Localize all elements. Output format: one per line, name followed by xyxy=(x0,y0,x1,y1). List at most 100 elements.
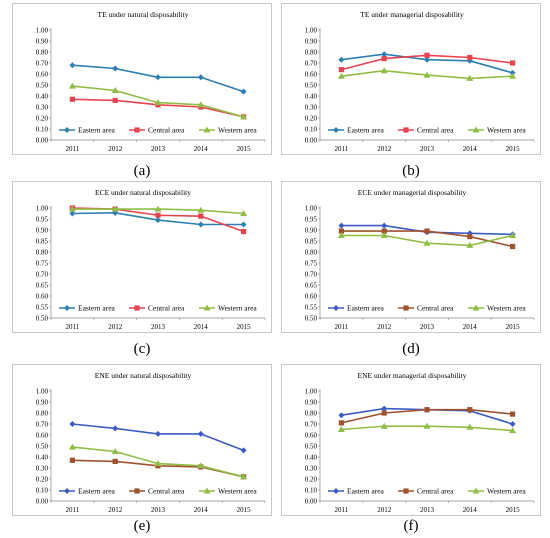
data-point xyxy=(69,96,75,102)
data-point xyxy=(112,209,119,216)
x-tick-label: 2014 xyxy=(194,323,209,331)
legend-label: Western area xyxy=(487,487,526,496)
data-point xyxy=(240,221,247,228)
x-tick-label: 2015 xyxy=(506,145,520,153)
x-tick-label: 2012 xyxy=(108,506,123,514)
series-central-area xyxy=(338,407,516,426)
legend-entry: Central area xyxy=(129,487,185,496)
series-central-area xyxy=(338,228,516,250)
legend-marker xyxy=(403,488,409,494)
x-tick-label: 2015 xyxy=(237,145,252,153)
y-tick-label: 0.75 xyxy=(36,259,49,267)
y-tick-label: 0.30 xyxy=(305,103,318,111)
y-tick-label: 0.00 xyxy=(36,497,49,505)
x-tick-label: 2014 xyxy=(463,506,478,514)
data-point xyxy=(509,232,517,238)
y-tick-label: 0.60 xyxy=(305,70,318,78)
legend-marker xyxy=(134,127,140,133)
data-point xyxy=(424,56,430,63)
series-central-area xyxy=(338,52,516,73)
legend-label: Western area xyxy=(487,304,526,313)
x-tick-label: 2011 xyxy=(66,323,80,331)
data-point xyxy=(197,101,205,108)
chart-f: ENE under managerial disposability 0.00 0.… xyxy=(305,371,535,514)
x-tick-label: 2012 xyxy=(108,323,123,331)
series-western-area xyxy=(68,82,248,120)
y-tick-label: 0.65 xyxy=(36,281,49,289)
data-point xyxy=(155,430,161,437)
y-tick-label: 0.80 xyxy=(36,48,49,56)
y-tick-label: 0.95 xyxy=(305,215,318,223)
y-tick-label: 0.60 xyxy=(36,70,49,78)
y-tick-label: 0.40 xyxy=(305,453,318,461)
data-point xyxy=(338,228,344,234)
legend-label: Western area xyxy=(487,126,526,135)
data-point xyxy=(338,67,344,73)
legend-label: Eastern area xyxy=(78,126,116,135)
legend-marker xyxy=(203,126,211,133)
legend-marker xyxy=(203,304,211,311)
series-western-area xyxy=(337,232,517,248)
y-tick-label: 0.55 xyxy=(305,303,318,311)
data-point xyxy=(466,423,474,430)
legend-label: Central area xyxy=(417,304,454,313)
data-point xyxy=(69,62,76,69)
data-point xyxy=(424,52,430,58)
legend-label: Western area xyxy=(218,126,257,135)
y-tick-label: 0.65 xyxy=(305,281,318,289)
y-tick-label: 0.70 xyxy=(36,270,49,278)
y-tick-label: 0.10 xyxy=(305,125,318,133)
legend-entry: Central area xyxy=(398,126,454,135)
y-tick-label: 0.60 xyxy=(36,292,49,300)
data-point xyxy=(424,228,430,234)
data-point xyxy=(337,232,345,238)
y-tick-label: 0.55 xyxy=(36,303,49,311)
y-tick-label: 0.30 xyxy=(36,103,49,111)
data-point xyxy=(380,422,388,429)
data-point xyxy=(423,239,431,246)
y-tick-label: 1.00 xyxy=(305,387,318,395)
data-point xyxy=(337,426,345,432)
data-point xyxy=(467,54,473,61)
x-tick-label: 2013 xyxy=(151,323,166,331)
series-eastern-area xyxy=(69,62,247,95)
legend-entry: Eastern area xyxy=(59,126,116,135)
y-tick-label: 0.00 xyxy=(305,497,318,505)
y-tick-label: 0.70 xyxy=(305,270,318,278)
chart-b: TE under managerial disposability 0.00 0.1… xyxy=(305,10,535,153)
legend-label: Western area xyxy=(218,487,257,496)
legend-entry: Eastern area xyxy=(328,304,385,313)
y-tick-label: 0.20 xyxy=(305,475,318,483)
data-point xyxy=(510,60,516,66)
legend-label: Western area xyxy=(218,304,257,313)
panel-letter-b: (b) xyxy=(402,163,420,179)
y-tick-label: 1.00 xyxy=(305,26,318,34)
y-tick-label: 0.90 xyxy=(36,398,49,406)
legend-marker xyxy=(64,127,70,133)
data-point xyxy=(112,65,119,72)
series-eastern-area xyxy=(69,209,247,228)
legend-marker xyxy=(64,488,70,494)
y-tick-label: 0.40 xyxy=(305,92,318,100)
legend-label: Eastern area xyxy=(347,487,385,496)
chart-c: ECE under natural disposability 0.50 0.55 0… xyxy=(36,188,266,331)
legend-entry: Western area xyxy=(468,304,526,313)
chart-a: TE under natural disposability 0.00 0.10 0.… xyxy=(36,10,266,153)
y-tick-label: 0.95 xyxy=(36,215,49,223)
data-point xyxy=(509,421,516,427)
chart-title: TE under managerial disposability xyxy=(360,10,464,19)
data-point xyxy=(154,99,162,106)
data-point xyxy=(381,410,387,416)
x-tick-label: 2013 xyxy=(420,323,435,331)
data-point xyxy=(68,205,76,212)
data-point xyxy=(68,443,76,450)
legend-label: Eastern area xyxy=(78,304,116,313)
y-tick-label: 1.00 xyxy=(305,204,318,212)
data-point xyxy=(111,205,119,212)
series-western-area xyxy=(68,205,248,216)
y-tick-label: 0.30 xyxy=(305,464,318,472)
y-tick-label: 0.75 xyxy=(305,259,318,267)
x-tick-label: 2011 xyxy=(335,145,349,153)
data-point xyxy=(241,228,247,235)
y-tick-label: 0.50 xyxy=(305,314,318,322)
